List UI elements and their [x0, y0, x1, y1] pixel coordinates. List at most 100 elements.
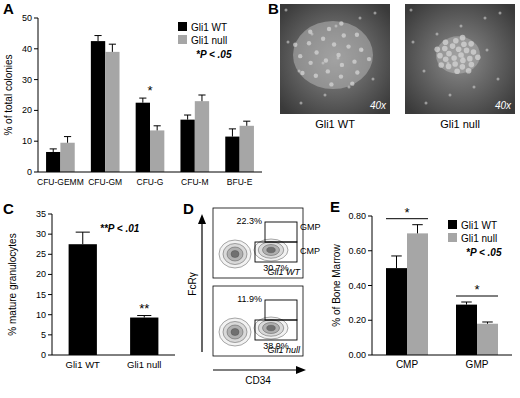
error-bar-cap	[139, 98, 146, 99]
cell	[473, 86, 476, 89]
panel-label: C	[3, 200, 14, 217]
cell	[285, 9, 288, 12]
error-bar-line	[187, 115, 188, 120]
error-bar-cap	[94, 35, 101, 36]
y-tick-label: 0.80	[348, 211, 366, 221]
x-axis-label: CD34	[245, 375, 271, 386]
error-bar-line	[98, 36, 99, 42]
error-bar-cap	[243, 121, 250, 122]
y-tick	[368, 355, 372, 356]
legend-swatch	[178, 35, 187, 44]
y-tick-label: 0.00	[348, 350, 366, 360]
flow-frame	[213, 208, 303, 278]
p-value-note: *P < .05	[196, 49, 232, 60]
error-bar	[461, 302, 472, 305]
bar	[130, 318, 158, 355]
micrograph-background	[405, 4, 515, 114]
cell	[314, 50, 318, 54]
bar	[91, 41, 105, 172]
x-tick-label: BFU-E	[227, 177, 253, 187]
error-bar-line	[142, 98, 143, 103]
error-bar	[94, 36, 101, 42]
error-bar-cap	[198, 95, 205, 96]
cell	[307, 41, 311, 45]
x-axis	[38, 172, 262, 173]
cell	[412, 41, 415, 44]
error-bar-cap	[154, 125, 161, 126]
cell	[450, 43, 456, 49]
error-bar	[109, 44, 116, 52]
y-axis	[52, 214, 53, 355]
error-bar	[229, 129, 236, 137]
contour	[219, 240, 251, 268]
bar	[136, 103, 150, 172]
error-bar-line	[201, 95, 202, 101]
cell	[484, 17, 487, 20]
cell	[442, 46, 448, 52]
y-tick-label: 35	[36, 209, 46, 219]
bar	[105, 52, 119, 172]
chart-a: A01020304050CFU-GEMMCFU-GMCFU-GCFU-MBFU-…	[3, 0, 262, 187]
figure: A01020304050CFU-GEMMCFU-GMCFU-GCFU-MBFU-…	[0, 0, 520, 398]
cell	[339, 21, 343, 25]
contour	[223, 322, 247, 343]
legend-label: Gli1 null	[191, 35, 227, 46]
magnification-label: 40x	[370, 100, 387, 111]
error-bar-line	[112, 44, 113, 52]
image-label: Gli1 WT	[315, 118, 355, 130]
y-tick	[34, 110, 38, 111]
bar	[69, 244, 97, 355]
y-axis-label: % mature granulocytes	[7, 233, 18, 335]
gate-percent: 11.9%	[237, 294, 262, 304]
y-tick	[48, 294, 52, 295]
y-axis-label: FcRγ	[187, 272, 198, 295]
chart-c: C05101520253035Gli1 WTGli1 null% mature …	[3, 200, 175, 370]
bar	[46, 152, 60, 172]
y-tick-label: 20	[36, 269, 46, 279]
cell	[298, 54, 302, 58]
cell	[438, 62, 444, 68]
x-tick-label: CMP	[396, 359, 419, 370]
cell	[321, 37, 325, 41]
error-bar	[198, 95, 205, 101]
cell	[342, 33, 346, 37]
error-bar-cap	[64, 136, 71, 137]
x-tick-label: Gli1 WT	[66, 359, 101, 370]
error-bar-cap	[184, 115, 191, 116]
cell	[447, 62, 450, 65]
y-axis	[38, 18, 39, 172]
x-axis	[372, 355, 512, 356]
p-value-note: **P < .01	[100, 223, 140, 234]
cell	[436, 33, 439, 36]
bar	[180, 120, 194, 172]
cell	[359, 17, 362, 20]
y-tick	[34, 172, 38, 173]
gate-percent: 22.3%	[236, 216, 262, 226]
plot-area	[46, 36, 254, 172]
cell	[340, 63, 344, 67]
gate-percent: 38.9%	[263, 341, 289, 351]
bar	[240, 126, 254, 172]
legend-swatch	[448, 220, 457, 229]
colony	[293, 21, 373, 89]
flow-plot: Gli1 WT	[213, 208, 303, 278]
cell	[460, 64, 466, 70]
error-bar	[243, 121, 250, 126]
error-bar	[137, 316, 151, 318]
cell	[324, 58, 328, 62]
cell	[469, 62, 475, 68]
arrow-head	[198, 214, 206, 224]
flow-frame	[213, 286, 303, 356]
cell	[461, 41, 467, 47]
error-bar-line	[67, 137, 68, 143]
error-bar	[184, 115, 191, 120]
contour	[258, 242, 284, 259]
y-tick-label: 0.20	[348, 315, 366, 325]
cell	[367, 57, 371, 61]
cell	[300, 102, 303, 105]
cell	[374, 12, 377, 15]
error-bar-line	[396, 256, 397, 268]
cell	[446, 51, 452, 57]
error-bar-cap	[412, 224, 423, 225]
cell	[460, 35, 466, 41]
